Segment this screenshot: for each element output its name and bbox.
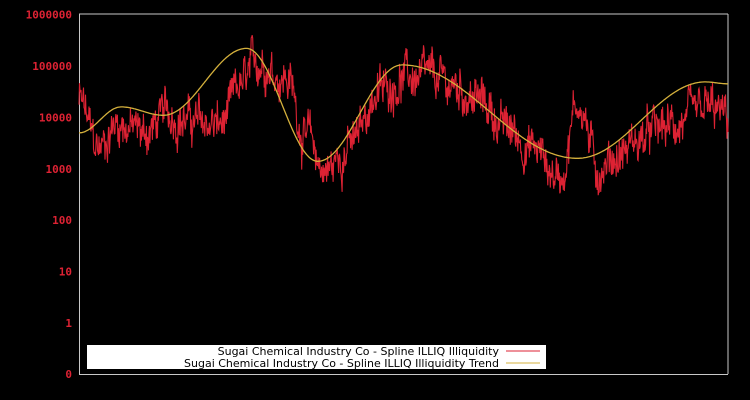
legend-label-series: Sugai Chemical Industry Co - Spline ILLI… (218, 345, 500, 358)
y-tick-label: 1000 (46, 163, 73, 176)
legend: Sugai Chemical Industry Co - Spline ILLI… (87, 345, 546, 370)
y-tick-label: 1 (65, 317, 72, 330)
y-tick-label: 10 (59, 266, 72, 279)
y-tick-label: 100 (52, 214, 72, 227)
series-layer (78, 35, 729, 196)
y-tick-label: 100000 (32, 60, 72, 73)
y-tick-label: 0 (65, 368, 72, 381)
illiquidity-series-line (78, 35, 729, 196)
plot-area (79, 13, 729, 375)
illiquidity-trend-line (78, 47, 728, 162)
y-tick-label: 1000000 (26, 9, 72, 22)
y-tick-label: 10000 (39, 111, 72, 124)
legend-box (87, 345, 546, 369)
legend-label-trend: Sugai Chemical Industry Co - Spline ILLI… (184, 357, 499, 370)
